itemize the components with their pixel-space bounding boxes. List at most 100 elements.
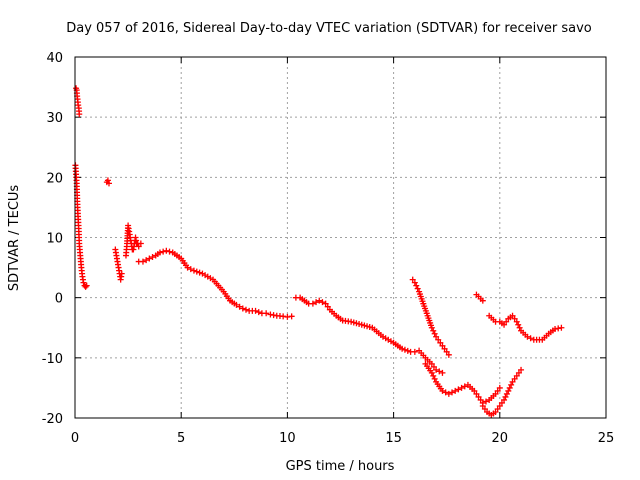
data-point (443, 348, 450, 355)
data-point (473, 390, 480, 397)
data-point (242, 306, 249, 313)
data-point (190, 267, 197, 274)
series-low-track (422, 360, 503, 406)
data-point (184, 264, 191, 271)
data-point (461, 383, 468, 390)
data-point (502, 393, 509, 400)
y-tick-label: 10 (46, 232, 63, 247)
x-tick-label: 20 (492, 431, 509, 446)
data-point (313, 299, 320, 306)
data-point (366, 323, 373, 330)
data-point (503, 390, 510, 397)
data-point (166, 248, 173, 255)
series-segment-19h (473, 291, 486, 304)
data-point (494, 405, 501, 412)
data-point (439, 387, 446, 394)
data-point (316, 297, 323, 304)
data-point (436, 368, 443, 375)
x-tick-label: 15 (385, 431, 402, 446)
y-tick-label: -10 (42, 352, 63, 367)
data-point (441, 345, 448, 352)
data-point (409, 276, 416, 283)
data-points (72, 85, 565, 418)
data-point (348, 318, 355, 325)
data-point (413, 282, 420, 289)
x-tick-label: 10 (279, 431, 296, 446)
data-point (399, 345, 406, 352)
data-point (506, 384, 513, 391)
data-point (431, 375, 438, 382)
data-point (160, 248, 167, 255)
data-point (475, 393, 482, 400)
data-point (76, 111, 83, 118)
y-tick-label: -20 (42, 412, 63, 427)
data-point (527, 335, 534, 342)
data-point (428, 360, 435, 367)
data-point (364, 323, 371, 330)
series-spike-0h (72, 162, 90, 290)
series-isolated-1.5h (103, 177, 112, 187)
data-point (524, 333, 531, 340)
y-tick-label: 40 (46, 51, 63, 66)
data-point (252, 307, 259, 314)
data-point (481, 405, 488, 412)
data-point (505, 387, 512, 394)
data-point (139, 258, 146, 265)
y-tick-label: 20 (46, 171, 63, 186)
data-point (118, 270, 125, 277)
series-dip-19.5h (479, 366, 525, 418)
data-point (435, 336, 442, 343)
data-point (288, 313, 295, 320)
data-point (445, 390, 452, 397)
data-point (492, 408, 499, 415)
series-main-track (135, 247, 295, 320)
data-point (433, 333, 440, 340)
data-point (452, 387, 459, 394)
data-point (442, 389, 449, 396)
data-point (356, 320, 363, 327)
data-point (143, 257, 150, 264)
data-point (319, 299, 326, 306)
data-point (350, 319, 357, 326)
y-tick-label: 0 (55, 292, 63, 307)
chart-title: Day 057 of 2016, Sidereal Day-to-day VTE… (66, 21, 592, 36)
data-point (149, 254, 156, 261)
data-point (501, 396, 508, 403)
data-point (146, 255, 153, 262)
data-point (83, 282, 90, 289)
data-point (509, 378, 516, 385)
data-point (430, 363, 437, 370)
data-point (458, 384, 465, 391)
data-point (255, 309, 262, 316)
data-point (494, 387, 501, 394)
data-point (508, 381, 515, 388)
x-tick-label: 25 (598, 431, 615, 446)
data-point (513, 372, 520, 379)
data-point (430, 327, 437, 334)
data-point (80, 279, 87, 286)
data-point (361, 322, 368, 329)
data-point (471, 387, 478, 394)
data-point (477, 396, 484, 403)
y-axis-label: SDTVAR / TECUs (7, 185, 22, 292)
data-point (358, 321, 365, 328)
data-point (496, 384, 503, 391)
data-point (404, 347, 411, 354)
data-point (509, 312, 516, 319)
grid (75, 57, 606, 418)
data-point (239, 305, 246, 312)
data-point (518, 366, 525, 373)
axis-ticks: 0 5 10 15 20 25 -20 -10 0 10 20 30 40 (42, 51, 615, 446)
data-point (236, 303, 243, 310)
data-point (411, 279, 418, 286)
data-point (428, 369, 435, 376)
data-point (511, 375, 518, 382)
data-point (187, 266, 194, 273)
data-point (479, 402, 486, 409)
series-wave-10.5h (292, 294, 446, 376)
data-point (503, 318, 510, 325)
x-axis-label: GPS time / hours (286, 459, 395, 474)
data-point (558, 324, 565, 331)
data-point (233, 301, 240, 308)
